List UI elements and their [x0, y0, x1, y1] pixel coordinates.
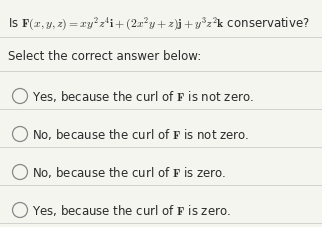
Text: Yes, because the curl of $\mathbf{F}$ is zero.: Yes, because the curl of $\mathbf{F}$ is… — [33, 202, 232, 217]
Text: No, because the curl of $\mathbf{F}$ is zero.: No, because the curl of $\mathbf{F}$ is … — [33, 165, 227, 180]
Text: Select the correct answer below:: Select the correct answer below: — [8, 50, 201, 63]
Text: Yes, because the curl of $\mathbf{F}$ is not zero.: Yes, because the curl of $\mathbf{F}$ is… — [33, 89, 254, 104]
Text: Is $\mathbf{F}(x, y, z) = xy^2z^4\mathbf{i} + (2x^2y + z)\mathbf{j} + y^3z^2\mat: Is $\mathbf{F}(x, y, z) = xy^2z^4\mathbf… — [8, 16, 310, 33]
Text: No, because the curl of $\mathbf{F}$ is not zero.: No, because the curl of $\mathbf{F}$ is … — [33, 126, 250, 141]
